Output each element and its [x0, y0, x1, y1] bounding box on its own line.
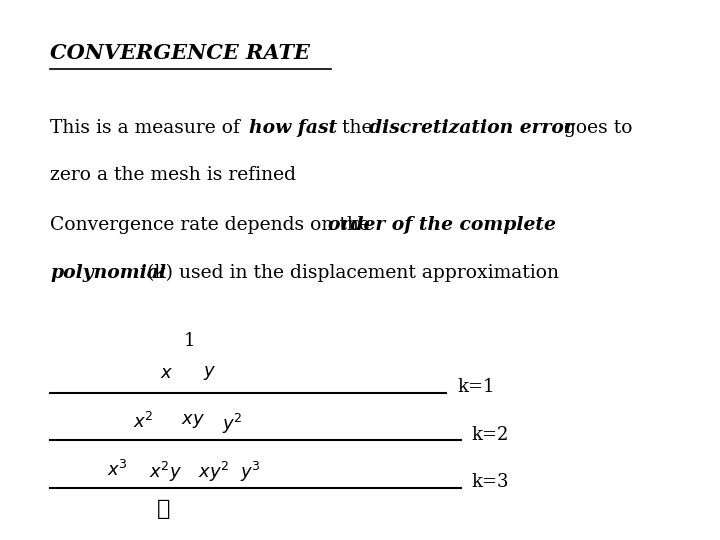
Text: This is a measure of: This is a measure of: [50, 119, 246, 137]
Text: k=3: k=3: [472, 473, 509, 491]
Text: $xy$: $xy$: [181, 412, 205, 430]
Text: $y^3$: $y^3$: [240, 460, 261, 484]
Text: $y$: $y$: [203, 364, 216, 382]
Text: $x^3$: $x^3$: [107, 460, 127, 480]
Text: $x^2$: $x^2$: [133, 412, 154, 432]
Text: goes to: goes to: [558, 119, 632, 137]
Text: $x$: $x$: [160, 364, 173, 382]
Text: 1: 1: [184, 332, 195, 350]
Text: the: the: [336, 119, 378, 137]
Text: ⋮: ⋮: [157, 498, 171, 521]
Text: zero a the mesh is refined: zero a the mesh is refined: [50, 166, 297, 184]
Text: $x^2y$: $x^2y$: [149, 460, 182, 484]
Text: order of the complete: order of the complete: [328, 216, 555, 234]
Text: $y^2$: $y^2$: [222, 412, 243, 436]
Text: CONVERGENCE RATE: CONVERGENCE RATE: [50, 43, 310, 63]
Text: Convergence rate depends on the: Convergence rate depends on the: [50, 216, 377, 234]
Text: polynomial: polynomial: [50, 264, 166, 281]
Text: how fast: how fast: [249, 119, 337, 137]
Text: discretization error: discretization error: [369, 119, 573, 137]
Text: k=1: k=1: [457, 378, 495, 396]
Text: (k) used in the displacement approximation: (k) used in the displacement approximati…: [141, 264, 559, 282]
Text: $xy^2$: $xy^2$: [198, 460, 230, 484]
Text: k=2: k=2: [472, 426, 509, 443]
